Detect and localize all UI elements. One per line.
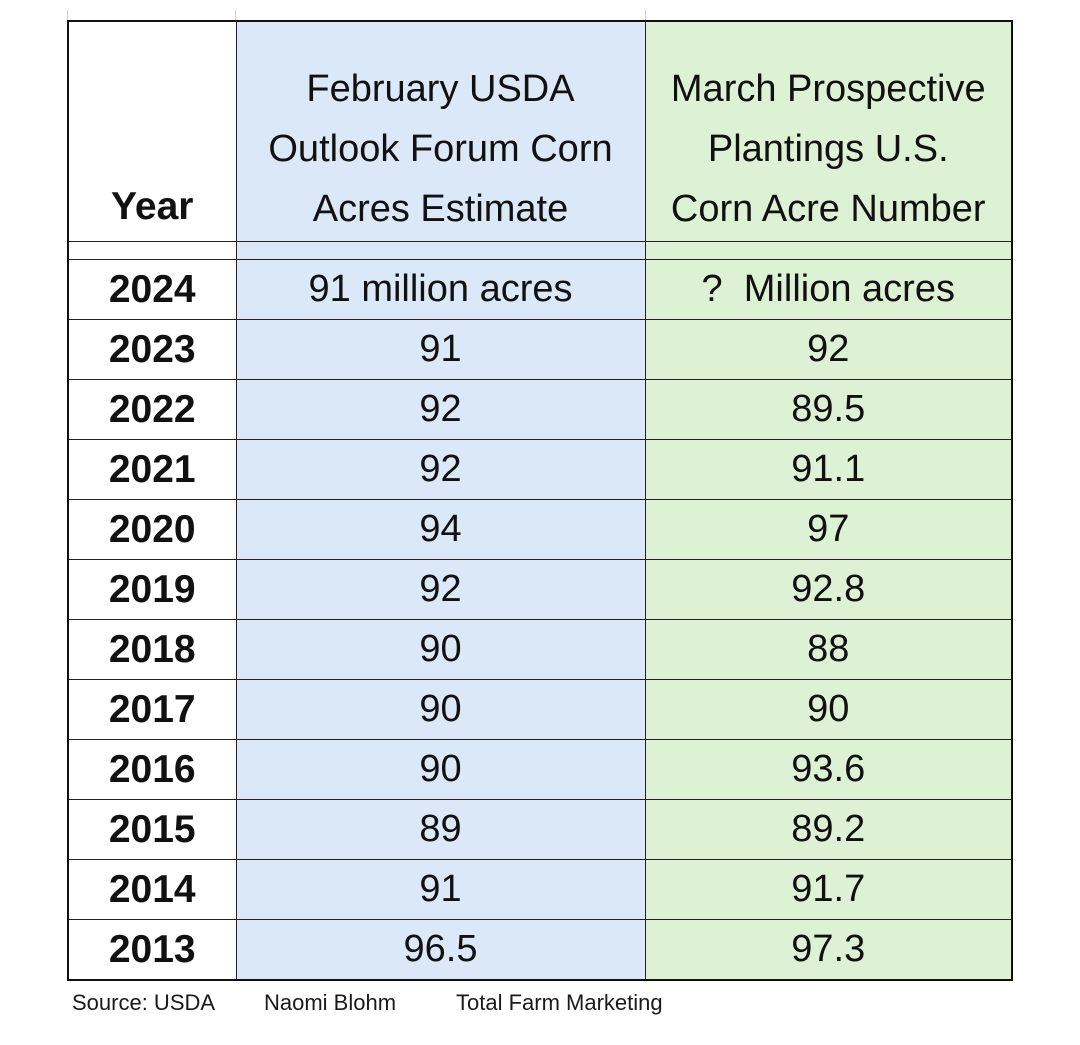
year-cell: 2016 xyxy=(67,739,237,800)
february-estimate-cell: 90 xyxy=(235,619,646,680)
february-estimate-cell: 90 xyxy=(235,739,646,800)
gridline-tick xyxy=(67,10,68,21)
february-header-line: Outlook Forum Corn xyxy=(268,128,613,170)
march-plantings-cell: 89.5 xyxy=(644,379,1013,440)
year-cell: 2013 xyxy=(67,919,237,981)
gridline-tick xyxy=(645,10,646,21)
march-header-line: March Prospective xyxy=(670,68,986,110)
year-cell: 2022 xyxy=(67,379,237,440)
february-header-line: February USDA xyxy=(306,68,575,110)
march-plantings-cell: 97.3 xyxy=(644,919,1013,981)
table-row: 2018 90 88 xyxy=(67,619,1013,680)
march-plantings-cell: 97 xyxy=(644,499,1013,560)
year-cell: 2015 xyxy=(67,799,237,860)
company-label: Total Farm Marketing xyxy=(456,990,663,1015)
year-cell: 2019 xyxy=(67,559,237,620)
table-row: 2021 92 91.1 xyxy=(67,439,1013,500)
february-estimate-cell: 92 xyxy=(235,559,646,620)
march-header-line: Corn Acre Number xyxy=(670,188,986,230)
year-cell: 2024 xyxy=(67,259,237,320)
table-row: 2023 91 92 xyxy=(67,319,1013,380)
spacer-cell xyxy=(67,241,237,260)
february-estimate-cell: 92 xyxy=(235,379,646,440)
table-row: 2022 92 89.5 xyxy=(67,379,1013,440)
year-cell: 2021 xyxy=(67,439,237,500)
february-estimate-cell: 92 xyxy=(235,439,646,500)
march-plantings-cell: 88 xyxy=(644,619,1013,680)
year-cell: 2017 xyxy=(67,679,237,740)
table-row: 2019 92 92.8 xyxy=(67,559,1013,620)
february-estimate-cell: 96.5 xyxy=(235,919,646,981)
table-row: 2024 91 million acres? Million acres xyxy=(67,259,1013,320)
march-plantings-cell: 93.6 xyxy=(644,739,1013,800)
table-row: 2017 90 90 xyxy=(67,679,1013,740)
february-column-header: February USDA Outlook Forum Corn Acres E… xyxy=(235,20,646,242)
march-plantings-cell: ? Million acres xyxy=(644,259,1013,320)
year-column-header: Year xyxy=(67,20,237,242)
table-row: 2014 91 91.7 xyxy=(67,859,1013,920)
table-row: 2013 96.5 97.3 xyxy=(67,919,1013,981)
february-estimate-cell: 89 xyxy=(235,799,646,860)
march-plantings-cell: 92.8 xyxy=(644,559,1013,620)
year-header-label: Year xyxy=(111,185,194,228)
year-cell: 2014 xyxy=(67,859,237,920)
year-cell: 2020 xyxy=(67,499,237,560)
year-cell: 2023 xyxy=(67,319,237,380)
march-plantings-cell: 90 xyxy=(644,679,1013,740)
source-label: Source: USDA xyxy=(72,990,216,1015)
author-label: Naomi Blohm xyxy=(264,990,397,1015)
march-plantings-cell: 89.2 xyxy=(644,799,1013,860)
march-plantings-cell: 91.7 xyxy=(644,859,1013,920)
corn-acres-table-wrapper: Year February USDA Outlook Forum Corn Ac… xyxy=(67,20,1013,985)
february-header-line: Acres Estimate xyxy=(312,188,569,230)
table-row: 2015 89 89.2 xyxy=(67,799,1013,860)
spacer-cell xyxy=(235,241,646,260)
february-estimate-cell: 94 xyxy=(235,499,646,560)
march-plantings-cell: 91.1 xyxy=(644,439,1013,500)
spacer-cell xyxy=(644,241,1013,260)
year-cell: 2018 xyxy=(67,619,237,680)
gridline-tick xyxy=(235,10,236,21)
source-footer: Source: USDA Naomi Blohm Total Farm Mark… xyxy=(72,990,1012,1018)
february-estimate-cell: 91 million acres xyxy=(235,259,646,320)
table-row: 2020 94 97 xyxy=(67,499,1013,560)
table-row: 2016 90 93.6 xyxy=(67,739,1013,800)
header-row: Year February USDA Outlook Forum Corn Ac… xyxy=(67,20,1013,242)
february-estimate-cell: 91 xyxy=(235,859,646,920)
february-estimate-cell: 91 xyxy=(235,319,646,380)
spacer-row xyxy=(67,241,1013,260)
march-plantings-cell: 92 xyxy=(644,319,1013,380)
march-column-header: March Prospective Plantings U.S. Corn Ac… xyxy=(644,20,1013,242)
corn-acres-table: Year February USDA Outlook Forum Corn Ac… xyxy=(67,20,1013,981)
march-header-line: Plantings U.S. xyxy=(707,128,949,170)
february-estimate-cell: 90 xyxy=(235,679,646,740)
